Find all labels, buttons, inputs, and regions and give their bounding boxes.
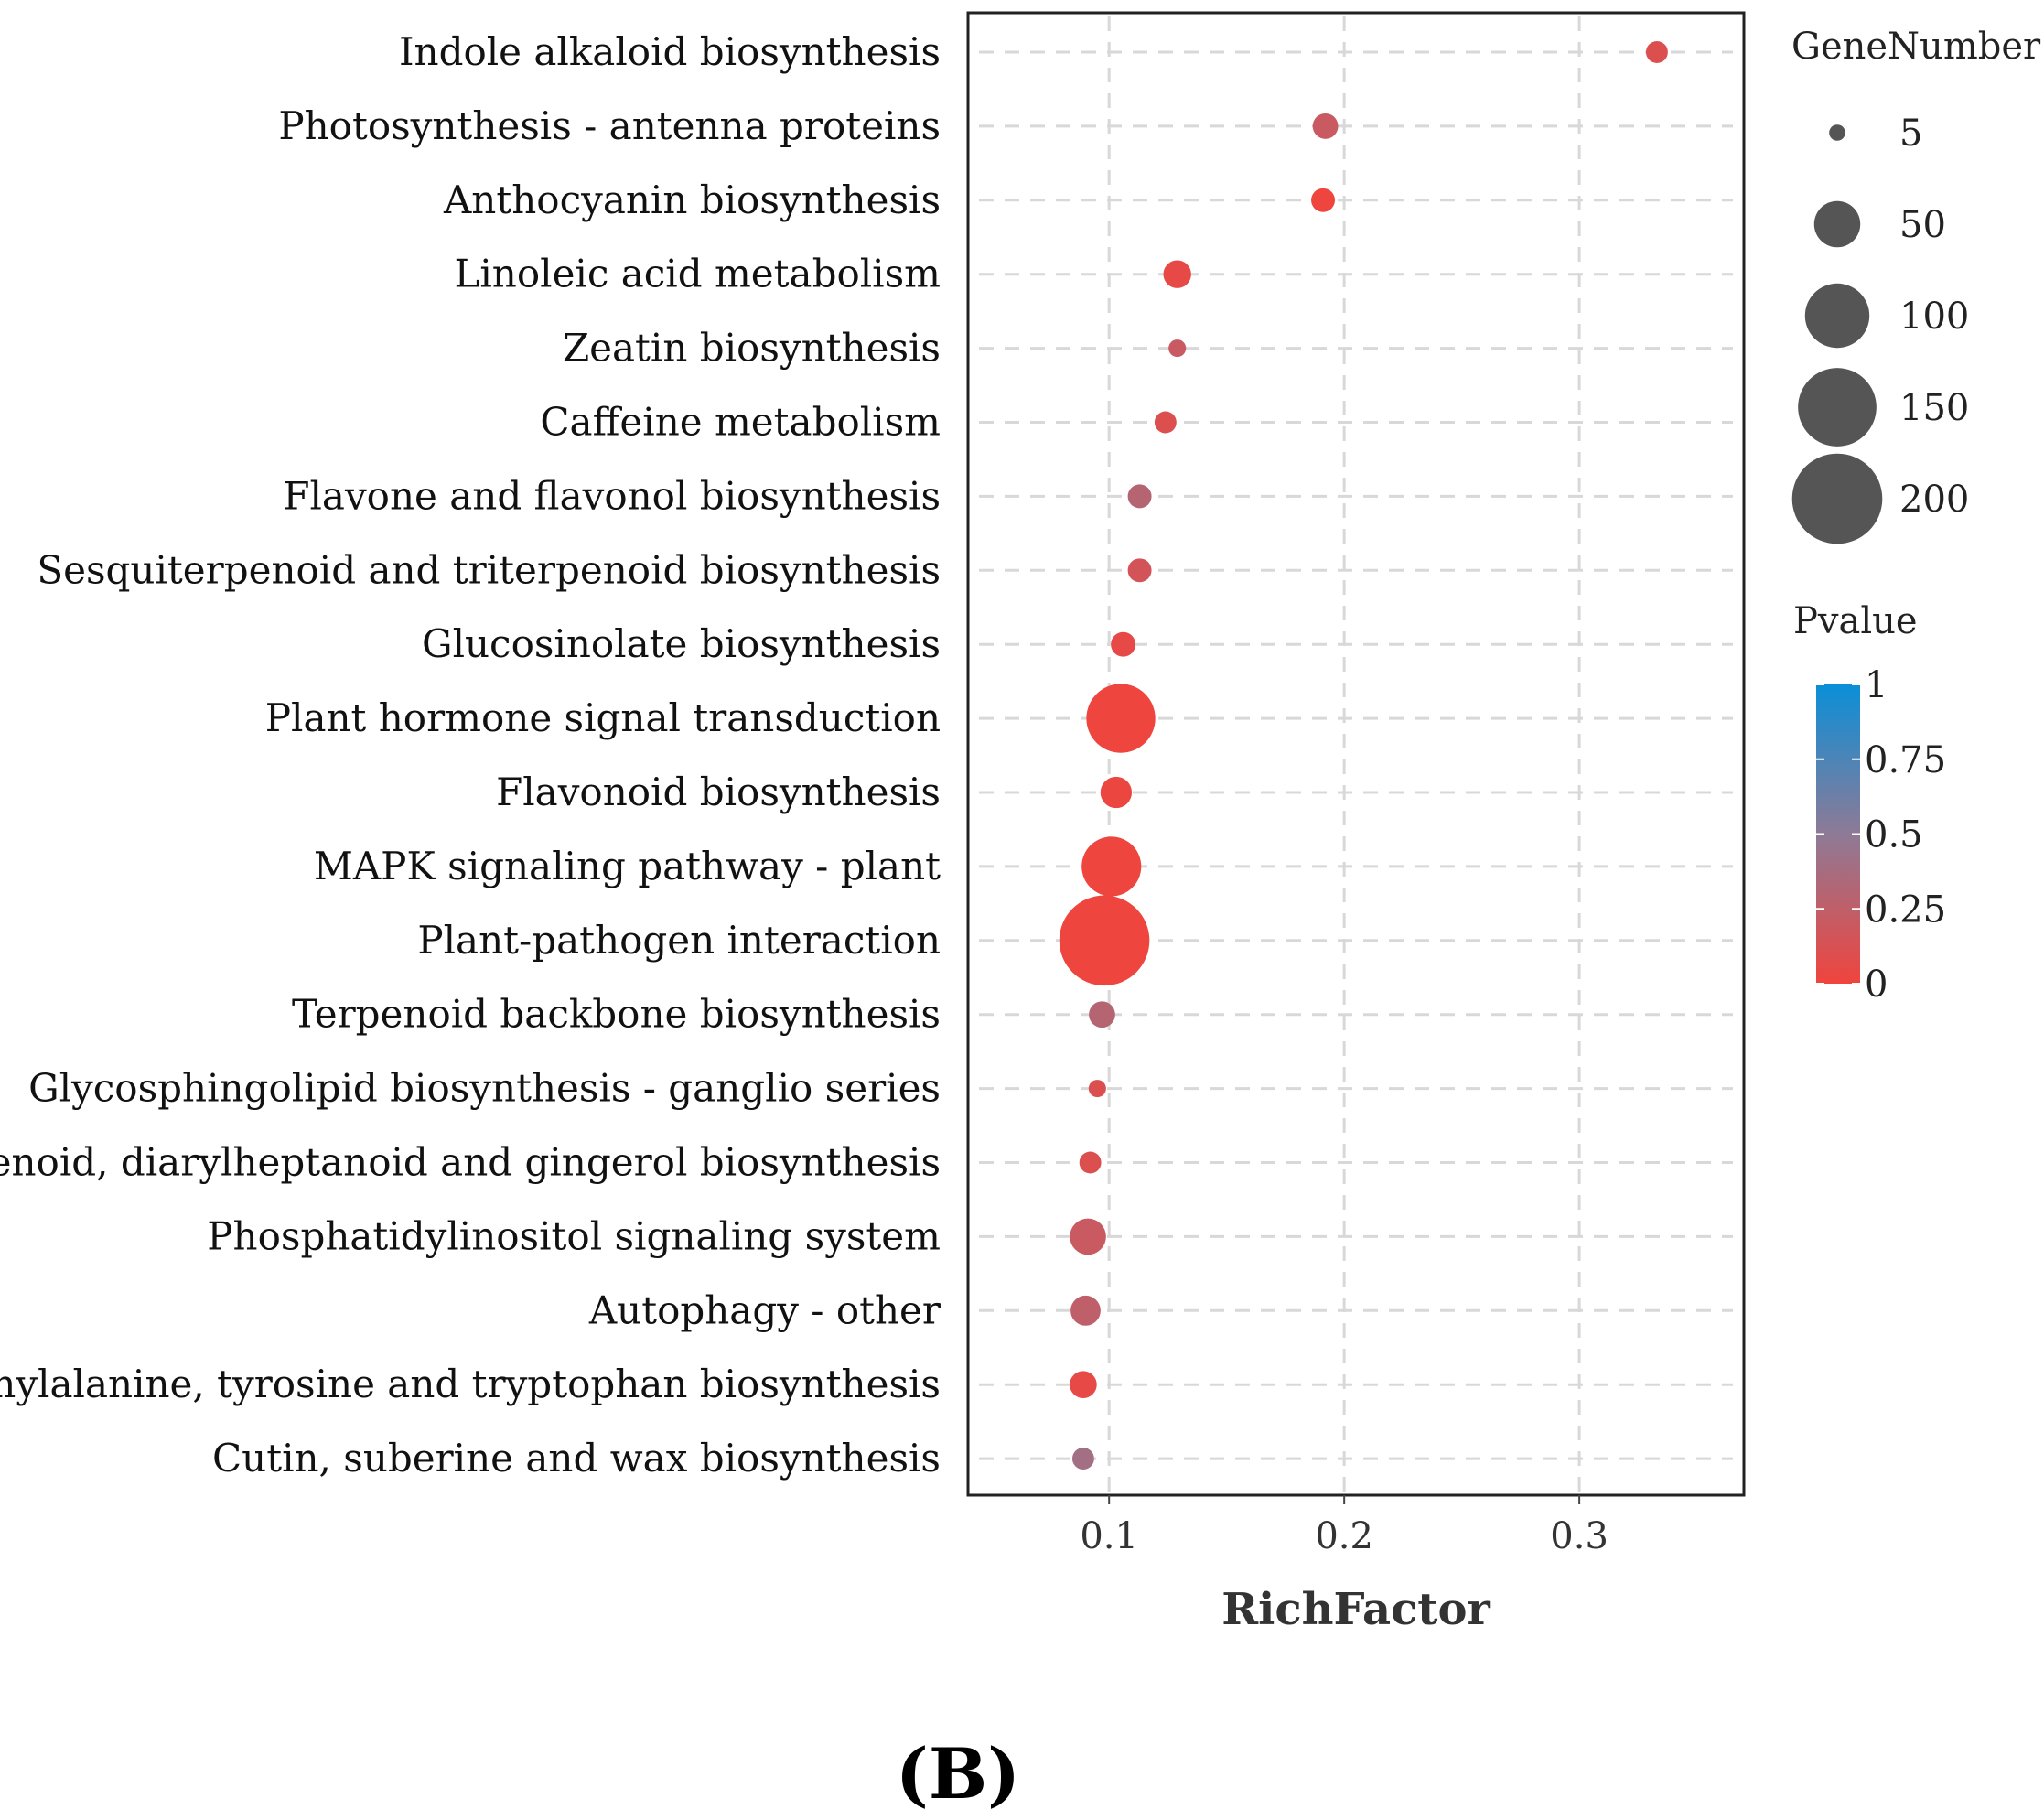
gene-number-legend-key (1798, 368, 1877, 447)
pvalue-tick-label: 0 (1865, 964, 1888, 1006)
category-label: Stilbenoid, diarylheptanoid and gingerol… (0, 1140, 941, 1185)
data-point (1168, 339, 1187, 358)
category-label: Glucosinolate biosynthesis (422, 621, 941, 666)
pvalue-legend: Pvalue 1 0.75 0.5 0.25 0 (1793, 600, 1946, 1006)
category-label: Anthocyanin biosynthesis (443, 178, 941, 222)
category-labels: Indole alkaloid biosynthesis Photosynthes… (0, 29, 941, 1481)
category-label: Autophagy - other (588, 1287, 941, 1332)
category-label: Plant-pathogen interaction (417, 918, 941, 963)
category-label: Cutin, suberine and wax biosynthesis (212, 1436, 941, 1481)
category-label: MAPK signaling pathway - plant (314, 844, 941, 888)
category-label: Sesquiterpenoid and triterpenoid biosynt… (37, 547, 941, 592)
pvalue-legend-title: Pvalue (1793, 600, 1918, 642)
data-point (1070, 1295, 1101, 1326)
category-label: Phenylalanine, tyrosine and tryptophan b… (0, 1362, 941, 1406)
gene-number-legend-key (1813, 200, 1861, 248)
x-tick-label: 0.2 (1315, 1515, 1373, 1557)
category-label: Plant hormone signal transduction (265, 695, 941, 740)
category-label: Phosphatidylinositol signaling system (207, 1213, 941, 1258)
panel-label: (B) (896, 1733, 1020, 1815)
data-point (1311, 188, 1336, 212)
data-point (1163, 260, 1191, 288)
gene-number-legend-label: 150 (1899, 387, 1969, 429)
category-label: Caffeine metabolism (540, 400, 941, 445)
data-point (1111, 631, 1136, 657)
gene-number-legend-key (1829, 124, 1845, 141)
category-label: Zeatin biosynthesis (563, 326, 941, 371)
x-tick-label: 0.3 (1550, 1515, 1608, 1557)
data-point (1070, 1371, 1097, 1398)
data-point (1059, 895, 1150, 986)
data-point (1081, 836, 1142, 897)
x-tick-label: 0.1 (1080, 1515, 1138, 1557)
data-point (1154, 411, 1177, 434)
data-point (1127, 484, 1152, 509)
data-point (1070, 1218, 1106, 1255)
data-points (1059, 41, 1668, 1470)
grid-lines (979, 16, 1733, 1492)
category-label: Terpenoid backbone biosynthesis (292, 992, 941, 1037)
data-point (1089, 1001, 1115, 1028)
category-label: Glycosphingolipid biosynthesis - ganglio… (28, 1066, 941, 1111)
data-point (1086, 684, 1156, 753)
data-point (1100, 776, 1133, 809)
gene-number-legend-label: 50 (1899, 204, 1946, 246)
pvalue-tick-label: 0.25 (1865, 888, 1946, 931)
category-label: Linoleic acid metabolism (454, 252, 941, 296)
gene-number-legend-key (1804, 283, 1870, 349)
pvalue-tick-label: 0.75 (1865, 739, 1946, 781)
data-point (1127, 558, 1152, 583)
gene-number-legend-key (1791, 453, 1883, 544)
x-axis: 0.1 0.2 0.3 (1080, 1495, 1608, 1557)
pvalue-tick-label: 1 (1865, 664, 1888, 706)
data-point (1079, 1151, 1102, 1174)
gene-number-legend-label: 5 (1899, 113, 1922, 155)
gene-number-legend-label: 100 (1899, 296, 1969, 338)
category-label: Flavonoid biosynthesis (496, 770, 941, 814)
gene-number-legend-label: 200 (1899, 479, 1969, 521)
data-point (1312, 113, 1339, 139)
category-label: Flavone and flavonol biosynthesis (283, 473, 941, 518)
data-point (1088, 1080, 1106, 1098)
gene-number-legend: GeneNumber 5 50 100 150 200 (1791, 26, 2041, 544)
category-label: Photosynthesis - antenna proteins (278, 103, 941, 148)
data-point (1645, 41, 1668, 63)
x-axis-title: RichFactor (1221, 1584, 1490, 1635)
pvalue-tick-label: 0.5 (1865, 814, 1923, 856)
gene-number-legend-title: GeneNumber (1791, 26, 2041, 68)
category-label: Indole alkaloid biosynthesis (399, 29, 941, 74)
data-point (1071, 1448, 1094, 1470)
plot-frame (966, 11, 1746, 1497)
